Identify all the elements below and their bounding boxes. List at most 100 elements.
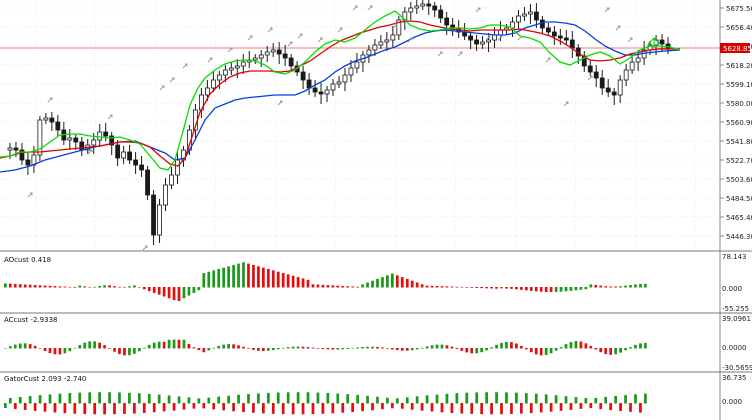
histogram-bar	[400, 277, 404, 288]
histogram-bar	[376, 396, 379, 404]
histogram-bar	[351, 403, 355, 412]
histogram-bar	[133, 348, 136, 354]
arrow-icon	[457, 51, 463, 57]
histogram-bar	[237, 394, 240, 404]
histogram-bar	[266, 269, 270, 288]
histogram-bar	[415, 348, 419, 350]
oscillator-panel-1[interactable]: AOcust 0.418 78.143 0.000 -55.255	[4, 253, 749, 313]
arrow-icon	[497, 35, 503, 41]
histogram-bar	[197, 398, 201, 404]
arrow-icon	[407, 37, 413, 43]
histogram-bar	[624, 285, 627, 288]
candle-body	[282, 53, 288, 59]
candle-body	[522, 13, 527, 17]
histogram-bar	[604, 286, 608, 288]
histogram-bar	[187, 344, 191, 349]
histogram-bar	[157, 287, 161, 295]
candle-body	[408, 7, 414, 13]
candle-body	[617, 79, 623, 96]
arrow-icon	[615, 25, 621, 31]
histogram-bar	[391, 273, 394, 288]
histogram-bar	[262, 267, 265, 288]
candle-body	[300, 71, 306, 81]
histogram-bar	[341, 348, 345, 350]
arrow-icon	[87, 149, 93, 155]
histogram-bar	[43, 285, 47, 288]
histogram-bar	[534, 393, 538, 404]
histogram-bar	[301, 278, 305, 288]
histogram-bar	[321, 284, 325, 288]
histogram-bar	[624, 348, 627, 351]
histogram-bar	[266, 392, 270, 404]
gator-panel[interactable]: GatorCust 2.093 -2.740 36.735 0.000	[4, 374, 747, 415]
histogram-bar	[356, 286, 359, 288]
histogram-bar	[128, 392, 131, 404]
candle-body	[539, 19, 545, 29]
oscillator-panel-2[interactable]: ACcust -2.9338 39.0961 0.0000 -30.5659	[4, 315, 752, 372]
histogram-bar	[276, 348, 280, 350]
price-tick-label: 5560.90	[726, 119, 752, 127]
histogram-bar	[480, 287, 484, 289]
candle-body	[109, 135, 115, 146]
histogram-bar	[609, 348, 613, 355]
candle-body	[127, 151, 133, 161]
arrow-icon	[437, 51, 443, 57]
histogram-bar	[564, 344, 568, 349]
histogram-bar	[118, 348, 121, 355]
candle-body	[240, 61, 246, 67]
histogram-bar	[405, 397, 409, 404]
histogram-bar	[559, 403, 563, 411]
candle-body	[73, 137, 79, 143]
histogram-bar	[356, 347, 359, 349]
histogram-bar	[490, 347, 493, 349]
histogram-bar	[232, 264, 235, 288]
price-panel[interactable]	[0, 0, 720, 251]
histogram-bar	[336, 348, 340, 350]
histogram-bar	[440, 286, 444, 288]
histogram-bar	[321, 348, 325, 350]
histogram-bar	[202, 273, 206, 288]
histogram-bar	[336, 393, 340, 404]
histogram-bar	[271, 270, 275, 288]
histogram-bar	[103, 345, 106, 349]
histogram-bar	[13, 403, 17, 410]
histogram-bar	[103, 403, 106, 415]
histogram-bar	[271, 403, 275, 414]
histogram-bar	[222, 403, 226, 411]
candle-body	[139, 164, 144, 171]
histogram-bar	[172, 339, 176, 349]
histogram-bar	[167, 339, 171, 349]
histogram-bar	[252, 403, 255, 413]
histogram-bar	[88, 286, 92, 288]
histogram-bar	[281, 403, 285, 415]
histogram-bar	[207, 348, 211, 351]
candle-body	[659, 39, 665, 45]
candle-body	[384, 39, 390, 43]
histogram-bar	[271, 348, 275, 351]
candle-body	[420, 3, 426, 7]
candle-body	[390, 34, 396, 41]
candle-body	[414, 5, 420, 9]
candle-body	[563, 37, 569, 41]
histogram-bar	[450, 346, 454, 349]
arrow-icon	[47, 97, 53, 103]
histogram-bar	[207, 271, 211, 288]
histogram-bar	[58, 348, 62, 355]
histogram-bar	[435, 286, 439, 288]
histogram-bar	[123, 286, 126, 288]
histogram-bar	[58, 393, 62, 404]
candle-body	[378, 41, 384, 46]
histogram-bar	[554, 287, 558, 292]
histogram-bar	[93, 341, 97, 349]
histogram-bar	[629, 347, 632, 349]
histogram-bar	[405, 348, 409, 351]
histogram-bar	[589, 403, 593, 409]
histogram-bar	[152, 287, 156, 293]
histogram-bar	[177, 339, 181, 349]
histogram-bar	[524, 287, 528, 291]
histogram-bar	[128, 286, 131, 288]
histogram-bar	[8, 346, 12, 349]
candle-body	[276, 49, 282, 55]
histogram-bar	[172, 287, 176, 301]
